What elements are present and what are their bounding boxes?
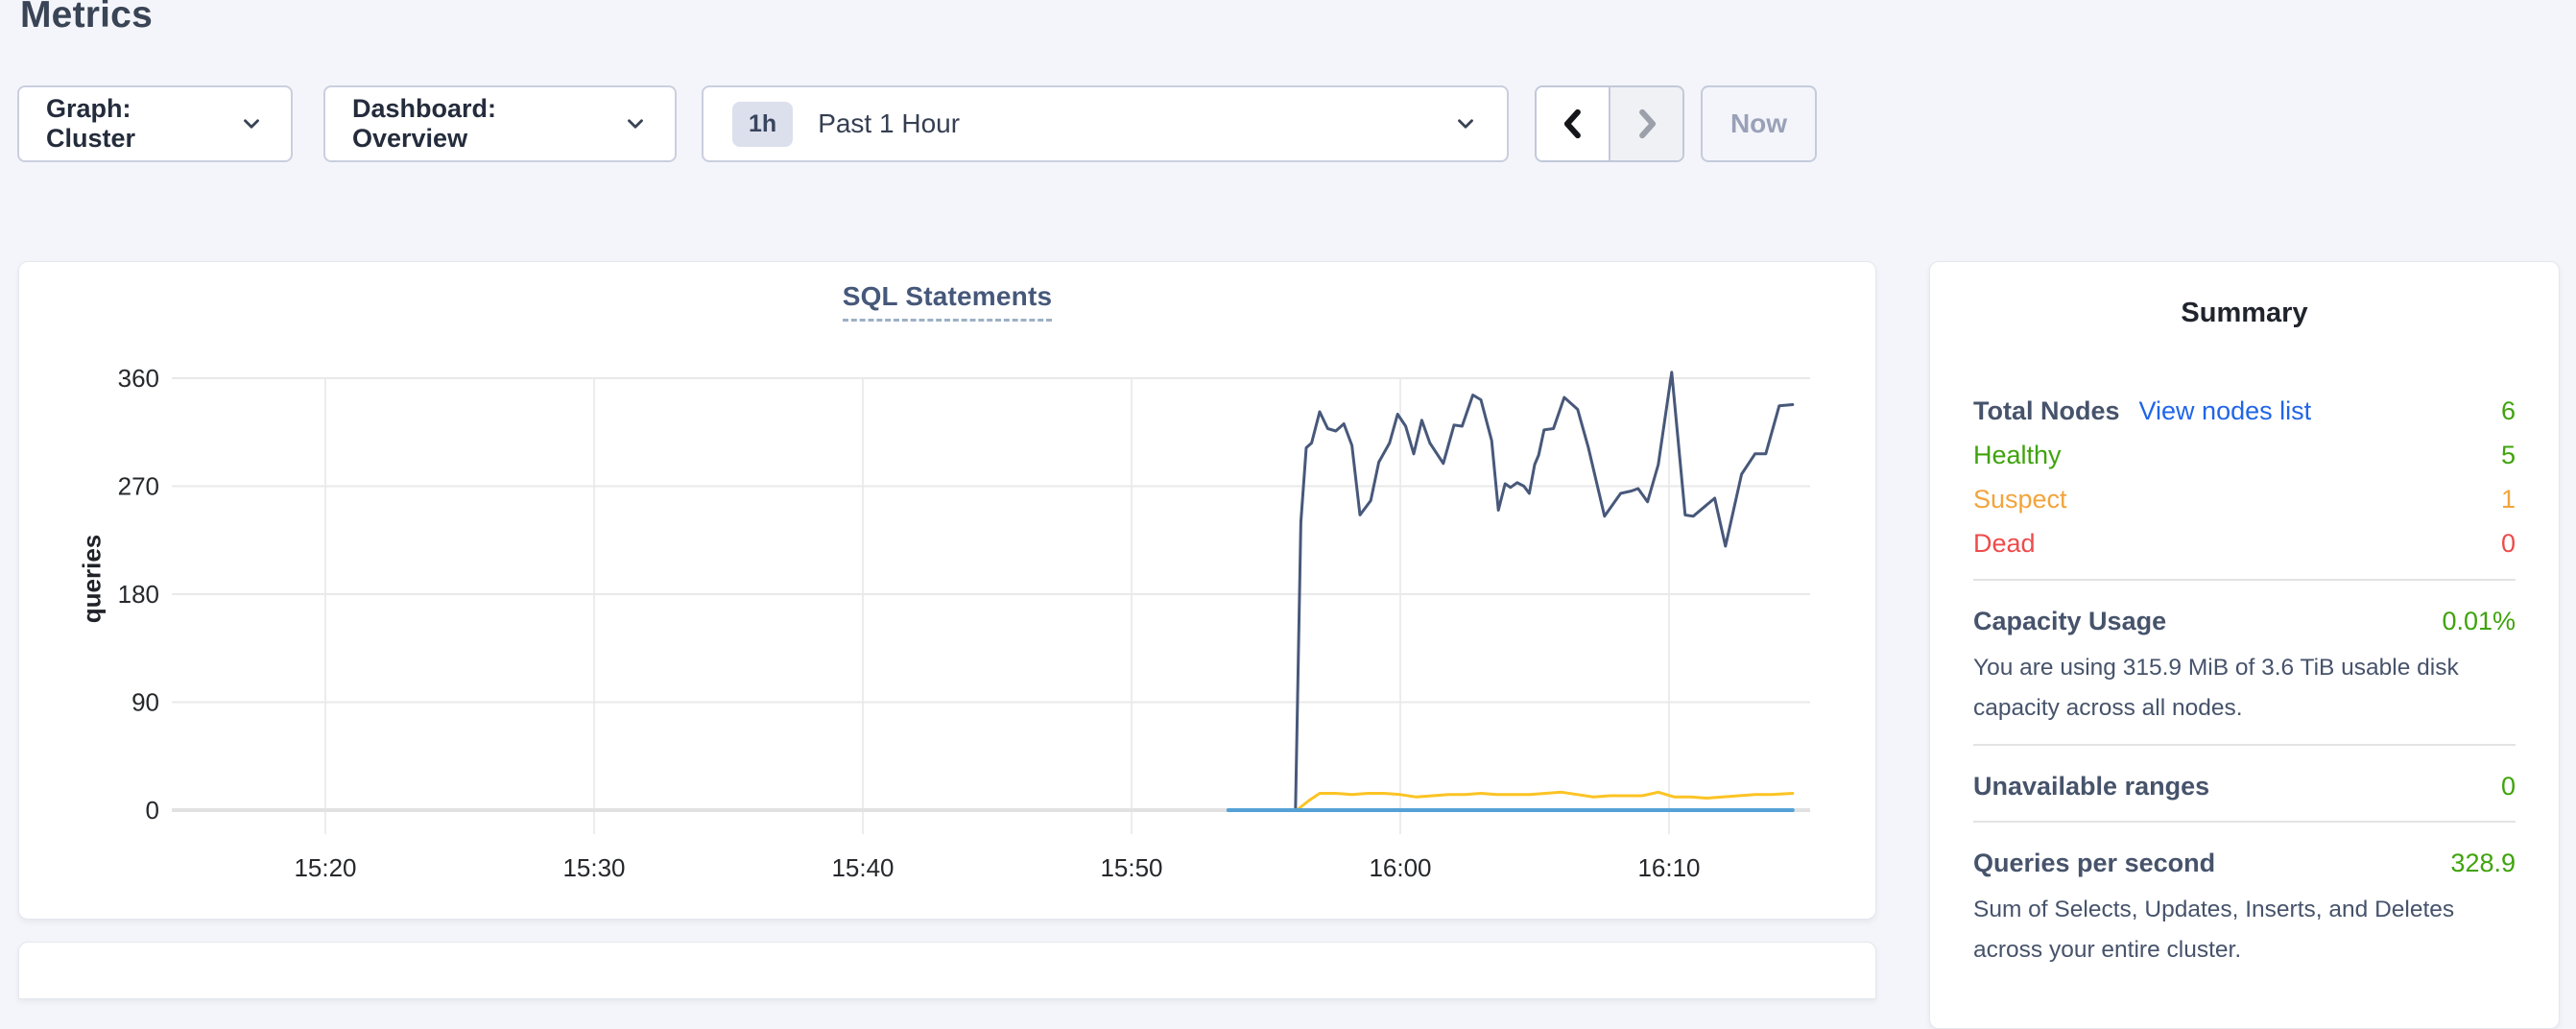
capacity-usage-row: Capacity Usage 0.01%: [1973, 600, 2516, 642]
dashboard-dropdown-label: Dashboard: Overview: [352, 94, 497, 153]
svg-text:90: 90: [131, 688, 159, 717]
view-nodes-link[interactable]: View nodes list: [2138, 395, 2312, 425]
queries-per-second-value: 328.9: [2450, 848, 2516, 877]
summary-panel: Summary Total Nodes View nodes list 6 He…: [1929, 261, 2560, 1029]
chevron-left-icon: [1563, 108, 1581, 139]
dead-value: 0: [2500, 528, 2516, 558]
series-yellow-line: [1295, 790, 1795, 812]
svg-text:360: 360: [118, 364, 159, 393]
time-range-selector[interactable]: 1h Past 1 Hour: [702, 85, 1509, 162]
queries-per-second-description: Sum of Selects, Updates, Inserts, and De…: [1973, 897, 2455, 963]
svg-text:15:30: 15:30: [562, 853, 625, 882]
next-chart-card-peek: [18, 942, 1876, 999]
unavailable-ranges-row: Unavailable ranges 0: [1973, 765, 2516, 807]
unavailable-ranges-label: Unavailable ranges: [1973, 771, 2210, 801]
dashboard-dropdown[interactable]: Dashboard: Overview: [323, 85, 677, 162]
healthy-nodes-row: Healthy 5: [1973, 433, 2516, 477]
suspect-value: 1: [2500, 484, 2516, 514]
healthy-value: 5: [2500, 440, 2516, 469]
chevron-down-icon: [244, 119, 259, 129]
summary-title: Summary: [2181, 298, 2308, 328]
chevron-right-icon: [1638, 108, 1656, 139]
now-button[interactable]: Now: [1701, 85, 1817, 162]
capacity-usage-value: 0.01%: [2442, 606, 2516, 635]
chart-title-wrap: SQL Statements: [19, 281, 1875, 322]
capacity-usage-label: Capacity Usage: [1973, 606, 2167, 635]
time-range-badge: 1h: [732, 101, 794, 147]
suspect-nodes-row: Suspect 1: [1973, 477, 2516, 521]
time-range-label: Past 1 Hour: [818, 108, 961, 138]
divider: [1973, 744, 2516, 746]
node-status-list: Total Nodes View nodes list 6 Healthy 5 …: [1973, 389, 2516, 565]
queries-per-second-row: Queries per second 328.9: [1973, 842, 2516, 884]
svg-text:180: 180: [118, 580, 159, 609]
total-nodes-row: Total Nodes View nodes list 6: [1973, 389, 2516, 433]
svg-text:16:00: 16:00: [1369, 853, 1431, 882]
unavailable-ranges-value: 0: [2500, 771, 2516, 801]
healthy-label: Healthy: [1973, 440, 2062, 469]
svg-text:0: 0: [146, 796, 159, 825]
sql-statements-chart-card: SQL Statements queries 15:20 15:30 15:40 15…: [18, 261, 1876, 920]
total-nodes-value: 6: [2500, 395, 2516, 425]
graph-dropdown[interactable]: Graph: Cluster: [17, 85, 293, 162]
chevron-down-icon: [1458, 119, 1473, 129]
total-nodes-label: Total Nodes: [1973, 395, 2120, 425]
svg-text:15:20: 15:20: [294, 853, 356, 882]
svg-text:16:10: 16:10: [1637, 853, 1700, 882]
queries-per-second-label: Queries per second: [1973, 848, 2216, 877]
dead-nodes-row: Dead 0: [1973, 521, 2516, 565]
chart-title[interactable]: SQL Statements: [842, 281, 1053, 322]
suspect-label: Suspect: [1973, 484, 2067, 514]
chevron-down-icon: [628, 119, 643, 129]
divider: [1973, 579, 2516, 581]
divider: [1973, 821, 2516, 823]
time-back-button[interactable]: [1537, 87, 1609, 160]
time-nav-group: [1535, 85, 1684, 162]
dead-label: Dead: [1973, 528, 2036, 558]
series-navy-line: [1294, 371, 1795, 812]
line-chart-plot[interactable]: 15:20 15:30 15:40 15:50 16:00 16:10 0 90 180 270 3…: [19, 262, 1875, 919]
svg-text:270: 270: [118, 472, 159, 501]
toolbar: Graph: Cluster Dashboard: Overview 1h Pa…: [0, 85, 2576, 162]
graph-dropdown-label: Graph: Cluster: [46, 94, 136, 153]
time-forward-button[interactable]: [1609, 87, 1682, 160]
page-title: Metrics: [20, 0, 153, 36]
svg-text:15:40: 15:40: [831, 853, 894, 882]
capacity-usage-description: You are using 315.9 MiB of 3.6 TiB usabl…: [1973, 655, 2459, 721]
svg-text:15:50: 15:50: [1100, 853, 1162, 882]
